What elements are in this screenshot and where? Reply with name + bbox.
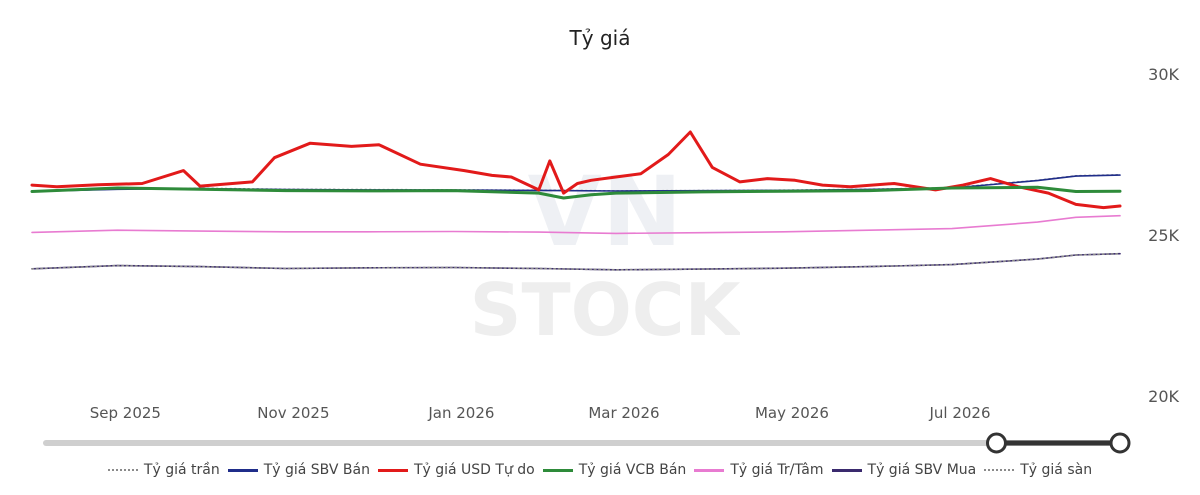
legend-label: Tỷ giá VCB Bán — [578, 462, 687, 478]
y-axis: 30K 25K 20K — [1148, 65, 1179, 406]
legend-swatch — [227, 468, 258, 472]
slider-handle-start[interactable] — [985, 432, 1007, 454]
legend-item-1[interactable]: Tỷ giá trần — [107, 462, 220, 478]
legend-item-6[interactable]: Tỷ giá SBV Mua — [831, 462, 977, 478]
y-tick-label: 25K — [1148, 226, 1179, 245]
legend-swatch — [694, 468, 725, 472]
chart-title: Tỷ giá — [569, 26, 631, 50]
legend-swatch — [831, 468, 862, 472]
series-line-6 — [31, 252, 1121, 271]
legend-label: Tỷ giá sàn — [1020, 462, 1093, 478]
legend: Tỷ giá trần Tỷ giá SBV Bán Tỷ giá USD Tự d… — [0, 462, 1200, 478]
x-tick-label: Jan 2026 — [427, 404, 494, 422]
legend-label: Tỷ giá Tr/Tâm — [730, 462, 824, 478]
legend-item-3[interactable]: Tỷ giá USD Tự do — [377, 462, 535, 478]
legend-label: Tỷ giá USD Tự do — [413, 462, 535, 478]
legend-item-2[interactable]: Tỷ giá SBV Bán — [227, 462, 370, 478]
legend-item-5[interactable]: Tỷ giá Tr/Tâm — [694, 462, 824, 478]
y-tick-label: 30K — [1148, 65, 1179, 84]
legend-label: Tỷ giá trần — [143, 462, 220, 478]
legend-swatch — [107, 469, 138, 471]
series-layer — [30, 130, 1122, 271]
legend-item-7[interactable]: Tỷ giá sàn — [984, 462, 1092, 478]
x-tick-label: May 2026 — [755, 404, 829, 422]
range-slider[interactable] — [43, 432, 1131, 454]
y-tick-label: 20K — [1148, 387, 1179, 406]
legend-swatch — [377, 468, 408, 472]
x-axis: Sep 2025 Nov 2025 Jan 2026 Mar 2026 May 2026… — [90, 404, 991, 422]
x-tick-label: Jul 2026 — [928, 404, 990, 422]
legend-item-4[interactable]: Tỷ giá VCB Bán — [542, 462, 687, 478]
legend-label: Tỷ giá SBV Bán — [263, 462, 370, 478]
legend-label: Tỷ giá SBV Mua — [867, 462, 977, 478]
x-tick-label: Nov 2025 — [257, 404, 329, 422]
legend-swatch — [542, 468, 573, 472]
series-line-5 — [31, 214, 1121, 235]
series-line-4 — [30, 185, 1122, 200]
slider-handle-end[interactable] — [1109, 432, 1131, 454]
series-line-7 — [31, 252, 1121, 271]
x-tick-label: Mar 2026 — [588, 404, 659, 422]
x-tick-label: Sep 2025 — [90, 404, 161, 422]
legend-swatch — [984, 469, 1015, 471]
